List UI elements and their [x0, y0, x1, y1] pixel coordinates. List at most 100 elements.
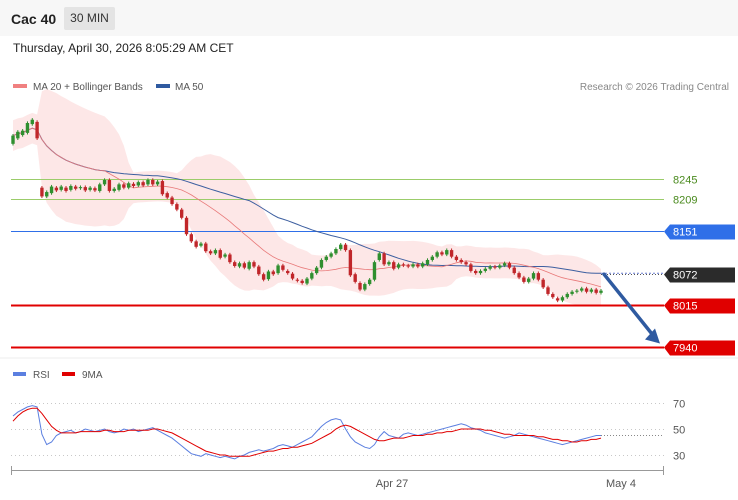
candle-body [382, 253, 386, 265]
candle-body [126, 183, 131, 188]
candle-body [165, 193, 169, 198]
candle-body [228, 254, 232, 263]
candle-body [11, 135, 15, 144]
forecast-arrow-shaft [602, 272, 656, 339]
candle-body [247, 262, 251, 269]
timestamp: Thursday, April 30, 2026 8:05:29 AM CET [13, 41, 234, 55]
candle-body [512, 267, 516, 274]
candle-body [498, 265, 502, 268]
candle-body [406, 265, 410, 267]
candle-body [334, 249, 338, 254]
x-tick-label: Apr 27 [376, 478, 408, 490]
candle-body [93, 188, 97, 191]
candle-body [266, 271, 271, 280]
candle-body [252, 262, 256, 267]
rsi-legend-swatch [13, 372, 26, 376]
candle-body [527, 278, 531, 282]
candle-body [358, 282, 362, 290]
candle-body [112, 188, 116, 191]
instrument-title: Cac 40 [11, 11, 57, 27]
candle-body [213, 250, 218, 254]
candle-body [78, 187, 83, 189]
candle-body [348, 250, 353, 276]
candle-body [102, 179, 107, 185]
candle-body [507, 263, 512, 268]
candle-body [107, 179, 112, 191]
candle-body [30, 119, 34, 125]
candle-body [233, 262, 237, 266]
candle-body [117, 184, 121, 190]
candle-body [59, 186, 63, 190]
candle-body [194, 241, 198, 247]
candle-body [223, 254, 227, 257]
x-tick-label: May 4 [606, 478, 636, 490]
candle-body [49, 186, 54, 194]
candle-body [488, 266, 492, 269]
source-credit: Research © 2026 Trading Central [580, 82, 729, 93]
candle-body [305, 278, 309, 284]
candle-body [449, 250, 454, 257]
forecast-arrow [602, 272, 660, 344]
candle-body [131, 183, 136, 187]
candle-body [122, 184, 126, 188]
price-legend: MA 20 + Bollinger Bands MA 50 Research ©… [13, 82, 729, 93]
candle-body [261, 274, 266, 280]
candle-body [271, 271, 275, 275]
candle-body [575, 290, 579, 292]
candle-body [464, 262, 468, 265]
candle-body [242, 263, 247, 268]
candle-body [522, 277, 526, 282]
rsi-ma-legend-label: 9MA [82, 370, 103, 381]
candle-body [69, 186, 73, 190]
candle-body [54, 187, 59, 191]
rsi-tick-50: 50 [673, 425, 685, 437]
candle-body [204, 243, 208, 252]
candle-body [584, 288, 589, 292]
candle-body [146, 179, 150, 185]
candle-body [189, 234, 194, 242]
ma20-legend-label: MA 20 + Bollinger Bands [33, 82, 143, 93]
moving-averages [12, 127, 602, 288]
candle-body [387, 262, 391, 265]
rsi-ma-legend-swatch [62, 372, 75, 376]
candle-body [343, 244, 348, 251]
candle-body [551, 293, 555, 298]
candle-body [589, 289, 594, 292]
candle-body [565, 293, 569, 298]
candle-body [300, 280, 304, 283]
level-label-7940: 7940 [673, 343, 697, 355]
candle-body [531, 273, 536, 279]
candle-body [478, 270, 483, 274]
candle-body [546, 287, 550, 294]
candle-body [64, 187, 68, 191]
candle-body [83, 187, 87, 191]
candle-body [363, 284, 367, 290]
timeframe-button[interactable]: 30 MIN [64, 7, 115, 30]
ma20-legend-swatch [13, 84, 27, 88]
candle-body [88, 187, 92, 190]
rsi-tick-30: 30 [673, 451, 685, 463]
candle-body [35, 121, 39, 139]
candle-body [314, 267, 319, 274]
candle-body [353, 274, 357, 282]
candle-body [445, 250, 449, 255]
ma20-line [12, 127, 602, 288]
rsi-legend: RSI 9MA [13, 370, 103, 381]
candle-body [411, 264, 415, 267]
candle-body [536, 273, 541, 280]
rsi-lines [12, 405, 664, 460]
candlesticks [11, 118, 603, 303]
candle-body [392, 262, 396, 269]
level-label-8151: 8151 [673, 227, 697, 239]
candle-body [184, 217, 189, 235]
candle-body [377, 253, 381, 260]
x-axis: Apr 27 May 4 [11, 466, 664, 490]
candle-body [454, 256, 459, 260]
candle-body [435, 252, 439, 257]
candle-body [218, 250, 222, 258]
candle-body [493, 266, 497, 268]
candle-body [151, 179, 155, 185]
candle-body [570, 291, 574, 294]
candle-body [25, 123, 30, 133]
candle-body [180, 209, 184, 218]
